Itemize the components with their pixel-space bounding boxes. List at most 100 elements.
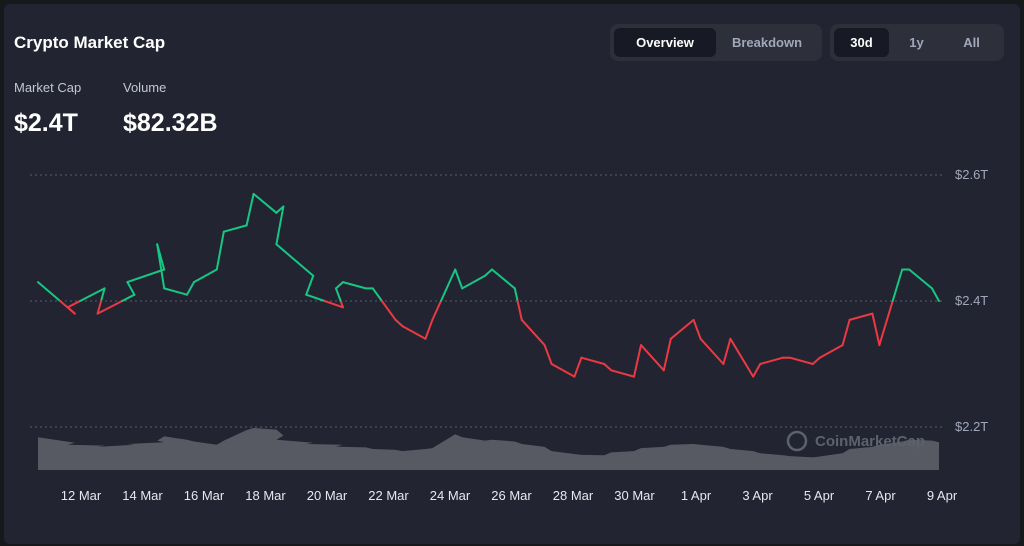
- series-segment: [66, 300, 82, 309]
- tab-overview[interactable]: Overview: [614, 28, 716, 57]
- series-segment: [163, 287, 188, 296]
- x-tick-label: 16 Mar: [184, 488, 225, 503]
- series-segment: [722, 337, 732, 365]
- series-segment: [96, 300, 124, 315]
- series-segment: [394, 318, 404, 328]
- series-segment: [100, 287, 106, 302]
- series-segment: [339, 300, 344, 309]
- series-segment: [424, 318, 434, 340]
- series-segment: [275, 243, 315, 277]
- series-segment: [439, 268, 457, 302]
- x-tick-label: 28 Mar: [553, 488, 594, 503]
- series-segment: [126, 268, 166, 284]
- series-segment: [335, 281, 344, 290]
- x-tick-label: 18 Mar: [245, 488, 286, 503]
- volume-stat: Volume $82.32B: [123, 80, 218, 138]
- volume-area: [38, 428, 939, 470]
- series-segment: [245, 192, 255, 227]
- volume-label: Volume: [123, 80, 167, 95]
- series-segment: [305, 293, 326, 302]
- series-segment: [454, 268, 464, 290]
- series-segment: [96, 300, 103, 315]
- series-segment: [156, 243, 166, 290]
- series-segment: [729, 337, 755, 378]
- tab-breakdown[interactable]: Breakdown: [731, 35, 803, 50]
- series-segment: [461, 274, 486, 290]
- y-tick-label: $2.6T: [955, 167, 988, 182]
- series-segment: [215, 230, 225, 271]
- x-tick-label: 24 Mar: [430, 488, 471, 503]
- series-segment: [811, 356, 821, 365]
- series-segment: [79, 287, 106, 302]
- x-tick-label: 26 Mar: [491, 488, 532, 503]
- series-segment: [275, 205, 285, 246]
- series-segment: [513, 287, 519, 302]
- x-tick-label: 12 Mar: [61, 488, 102, 503]
- series-segment: [669, 318, 695, 340]
- x-tick-label: 20 Mar: [307, 488, 348, 503]
- range-all-button[interactable]: All: [963, 35, 980, 50]
- x-tick-label: 22 Mar: [368, 488, 409, 503]
- x-tick-label: 9 Apr: [927, 488, 958, 503]
- series-segment: [484, 268, 493, 277]
- x-tick-label: 14 Mar: [122, 488, 163, 503]
- series-segment: [580, 356, 606, 365]
- series-segment: [193, 268, 218, 284]
- series-segment: [908, 268, 933, 290]
- series-segment: [342, 281, 367, 290]
- series-segment: [610, 369, 635, 378]
- series-segment: [37, 281, 62, 302]
- series-segment: [931, 287, 940, 302]
- page-title: Crypto Market Cap: [14, 33, 166, 52]
- series-segment: [401, 325, 427, 340]
- watermark-text: CoinMarketCap: [815, 433, 925, 450]
- series-segment: [692, 318, 702, 340]
- series-segment: [759, 356, 784, 365]
- series-segment: [380, 300, 397, 321]
- series-segment: [752, 363, 762, 378]
- y-tick-label: $2.2T: [955, 419, 988, 434]
- series-segment: [891, 268, 904, 302]
- range-1y-button[interactable]: 1y: [909, 35, 924, 50]
- series-segment: [121, 293, 136, 302]
- range-30d-button[interactable]: 30d: [834, 28, 889, 57]
- series-segment: [305, 274, 315, 296]
- x-tick-label: 1 Apr: [681, 488, 712, 503]
- series-segment: [633, 344, 642, 378]
- series-segment: [520, 318, 546, 347]
- series-segment: [491, 268, 516, 290]
- series-segment: [516, 300, 523, 321]
- coinmarketcap-logo-icon: [786, 430, 808, 452]
- series-segment: [871, 312, 881, 347]
- x-tick-label: 7 Apr: [865, 488, 896, 503]
- series-segment: [640, 344, 665, 372]
- series-segment: [543, 344, 553, 365]
- series-segment: [335, 287, 342, 302]
- series-segment: [603, 363, 613, 372]
- series-segment: [252, 192, 278, 214]
- series-segment: [573, 356, 583, 378]
- series-segment: [848, 312, 874, 321]
- series-segment: [789, 356, 814, 365]
- market-cap-value: $2.4T: [14, 109, 78, 137]
- market-cap-label: Market Cap: [14, 80, 82, 95]
- x-tick-label: 5 Apr: [804, 488, 835, 503]
- range-toggle: 30d 1y All: [830, 24, 1004, 61]
- series-segment: [126, 281, 136, 296]
- x-tick-label: 3 Apr: [742, 488, 773, 503]
- series-segment: [431, 300, 442, 321]
- series-segment: [662, 337, 672, 372]
- series-segment: [222, 224, 248, 233]
- y-tick-label: $2.4T: [955, 293, 988, 308]
- series-segment: [550, 363, 576, 378]
- series-segment: [323, 300, 344, 309]
- series-segment: [878, 300, 894, 347]
- series-segment: [841, 318, 851, 347]
- volume-value: $82.32B: [123, 109, 218, 137]
- series-segment: [371, 287, 383, 302]
- series-segment: [186, 281, 195, 296]
- series-segment: [699, 337, 725, 365]
- market-cap-stat: Market Cap $2.4T: [14, 80, 81, 138]
- series-segment: [66, 306, 76, 315]
